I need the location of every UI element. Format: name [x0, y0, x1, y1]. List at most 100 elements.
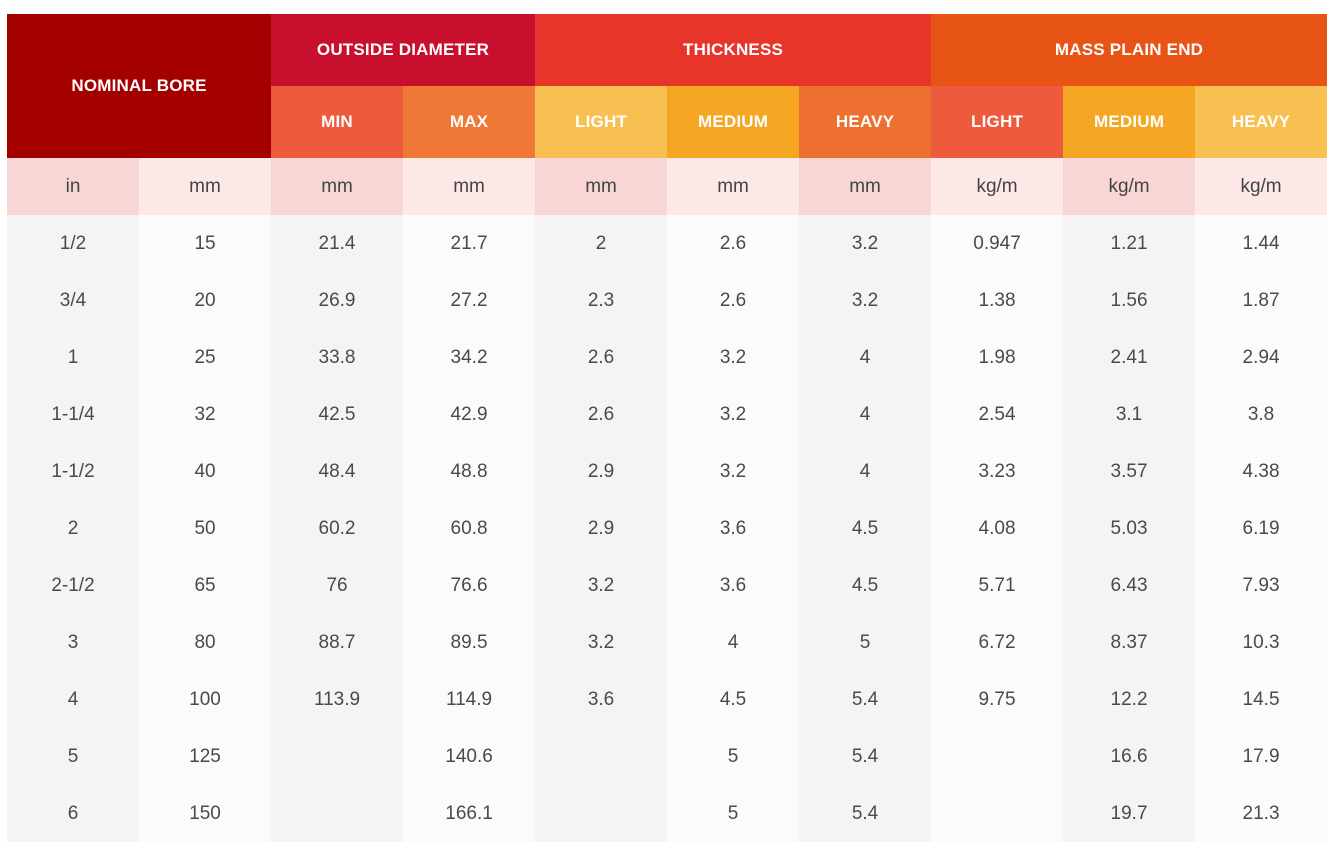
unit-cell: mm — [799, 158, 932, 215]
table-cell: 4 — [7, 671, 139, 728]
table-cell: 2.9 — [535, 500, 668, 557]
table-cell: 5 — [667, 728, 800, 785]
table-cell: 33.8 — [271, 329, 404, 386]
table-row: 1-1/4 32 42.5 42.9 2.6 3.2 4 2.54 3.1 3.8 — [7, 386, 1328, 443]
table-cell: 2 — [535, 215, 668, 272]
table-body: in mm mm mm mm mm mm kg/m kg/m kg/m 1/2 1… — [7, 158, 1328, 842]
header-od-max: MAX — [403, 86, 536, 158]
table-cell: 89.5 — [403, 614, 536, 671]
table-cell: 4 — [667, 614, 800, 671]
table-cell: 100 — [139, 671, 272, 728]
table-cell: 42.9 — [403, 386, 536, 443]
table-cell — [535, 785, 668, 842]
header-thickness: THICKNESS — [535, 14, 932, 86]
unit-cell: kg/m — [1195, 158, 1328, 215]
header-mass-medium: MEDIUM — [1063, 86, 1196, 158]
table-cell: 3.2 — [667, 329, 800, 386]
table-cell: 17.9 — [1195, 728, 1328, 785]
unit-cell: mm — [139, 158, 272, 215]
table-cell — [535, 728, 668, 785]
table-cell: 3.6 — [535, 671, 668, 728]
table-cell: 2 — [7, 500, 139, 557]
table-cell: 80 — [139, 614, 272, 671]
header-od-min: MIN — [271, 86, 404, 158]
table-cell: 48.4 — [271, 443, 404, 500]
table-cell: 2.6 — [667, 272, 800, 329]
table-row: 2 50 60.2 60.8 2.9 3.6 4.5 4.08 5.03 6.19 — [7, 500, 1328, 557]
table-cell: 113.9 — [271, 671, 404, 728]
table-cell: 25 — [139, 329, 272, 386]
table-cell — [271, 785, 404, 842]
table-cell: 3 — [7, 614, 139, 671]
table-cell: 10.3 — [1195, 614, 1328, 671]
pipe-dimensions-table: NOMINAL BORE OUTSIDE DIAMETER THICKNESS … — [7, 14, 1328, 842]
table-cell: 4.08 — [931, 500, 1064, 557]
table-cell: 1/2 — [7, 215, 139, 272]
table-cell: 1.21 — [1063, 215, 1196, 272]
header-mass-plain-end: MASS PLAIN END — [931, 14, 1328, 86]
table-cell: 20 — [139, 272, 272, 329]
table-cell: 3.2 — [667, 443, 800, 500]
table-cell: 3.2 — [799, 215, 932, 272]
table-cell: 2.94 — [1195, 329, 1328, 386]
table-cell: 1-1/4 — [7, 386, 139, 443]
table-cell: 5.03 — [1063, 500, 1196, 557]
table-cell: 4.38 — [1195, 443, 1328, 500]
table-row: 5 125 140.6 5 5.4 16.6 17.9 — [7, 728, 1328, 785]
table-cell: 0.947 — [931, 215, 1064, 272]
table-cell: 140.6 — [403, 728, 536, 785]
table-cell: 1.98 — [931, 329, 1064, 386]
table-cell: 6 — [7, 785, 139, 842]
table-cell: 5.4 — [799, 671, 932, 728]
table-cell: 21.4 — [271, 215, 404, 272]
table-cell: 166.1 — [403, 785, 536, 842]
table-cell: 21.7 — [403, 215, 536, 272]
table-cell: 7.93 — [1195, 557, 1328, 614]
table-cell: 3.57 — [1063, 443, 1196, 500]
table-cell: 5 — [7, 728, 139, 785]
table-cell — [271, 728, 404, 785]
unit-cell: kg/m — [1063, 158, 1196, 215]
table-cell: 21.3 — [1195, 785, 1328, 842]
header-thickness-heavy: HEAVY — [799, 86, 932, 158]
pipe-dimensions-table-container: NOMINAL BORE OUTSIDE DIAMETER THICKNESS … — [7, 14, 1328, 842]
table-cell: 2.9 — [535, 443, 668, 500]
table-cell: 5.4 — [799, 728, 932, 785]
table-row: 1-1/2 40 48.4 48.8 2.9 3.2 4 3.23 3.57 4.38 — [7, 443, 1328, 500]
table-row: 2-1/2 65 76 76.6 3.2 3.6 4.5 5.71 6.43 7.93 — [7, 557, 1328, 614]
table-cell: 60.8 — [403, 500, 536, 557]
table-row: 3 80 88.7 89.5 3.2 4 5 6.72 8.37 10.3 — [7, 614, 1328, 671]
table-row: 1/2 15 21.4 21.7 2 2.6 3.2 0.947 1.21 1.44 — [7, 215, 1328, 272]
table-cell: 42.5 — [271, 386, 404, 443]
table-cell: 34.2 — [403, 329, 536, 386]
table-cell: 114.9 — [403, 671, 536, 728]
table-cell: 48.8 — [403, 443, 536, 500]
table-cell: 1.44 — [1195, 215, 1328, 272]
table-cell: 1.56 — [1063, 272, 1196, 329]
table-cell: 12.2 — [1063, 671, 1196, 728]
unit-cell: kg/m — [931, 158, 1064, 215]
table-cell: 2.6 — [667, 215, 800, 272]
table-cell: 76 — [271, 557, 404, 614]
table-cell: 4 — [799, 443, 932, 500]
header-nominal-bore: NOMINAL BORE — [7, 14, 272, 158]
table-cell: 3/4 — [7, 272, 139, 329]
table-cell: 2-1/2 — [7, 557, 139, 614]
table-cell: 9.75 — [931, 671, 1064, 728]
table-cell: 15 — [139, 215, 272, 272]
table-cell: 6.19 — [1195, 500, 1328, 557]
table-cell: 2.6 — [535, 386, 668, 443]
table-cell: 1-1/2 — [7, 443, 139, 500]
table-cell: 27.2 — [403, 272, 536, 329]
table-cell: 5 — [799, 614, 932, 671]
table-cell: 2.3 — [535, 272, 668, 329]
table-cell: 40 — [139, 443, 272, 500]
table-row: 1 25 33.8 34.2 2.6 3.2 4 1.98 2.41 2.94 — [7, 329, 1328, 386]
table-cell: 14.5 — [1195, 671, 1328, 728]
header-thickness-light: LIGHT — [535, 86, 668, 158]
table-cell: 3.23 — [931, 443, 1064, 500]
table-cell: 26.9 — [271, 272, 404, 329]
table-cell: 3.6 — [667, 500, 800, 557]
header-outside-diameter: OUTSIDE DIAMETER — [271, 14, 536, 86]
table-cell: 1 — [7, 329, 139, 386]
